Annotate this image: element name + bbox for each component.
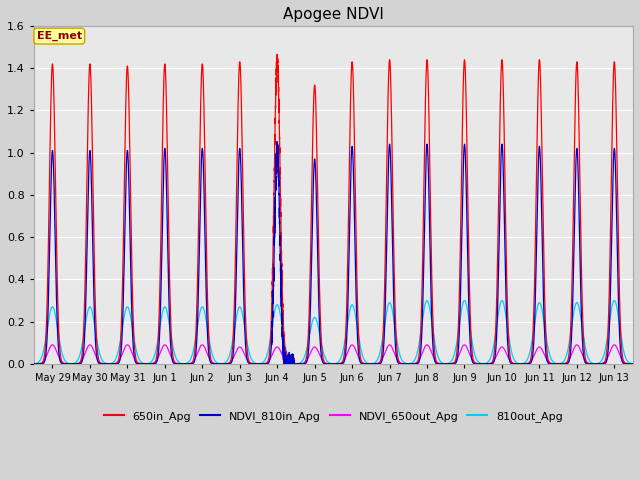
Legend: 650in_Apg, NDVI_810in_Apg, NDVI_650out_Apg, 810out_Apg: 650in_Apg, NDVI_810in_Apg, NDVI_650out_A… (99, 407, 568, 426)
Text: EE_met: EE_met (36, 31, 82, 41)
Title: Apogee NDVI: Apogee NDVI (283, 7, 384, 22)
